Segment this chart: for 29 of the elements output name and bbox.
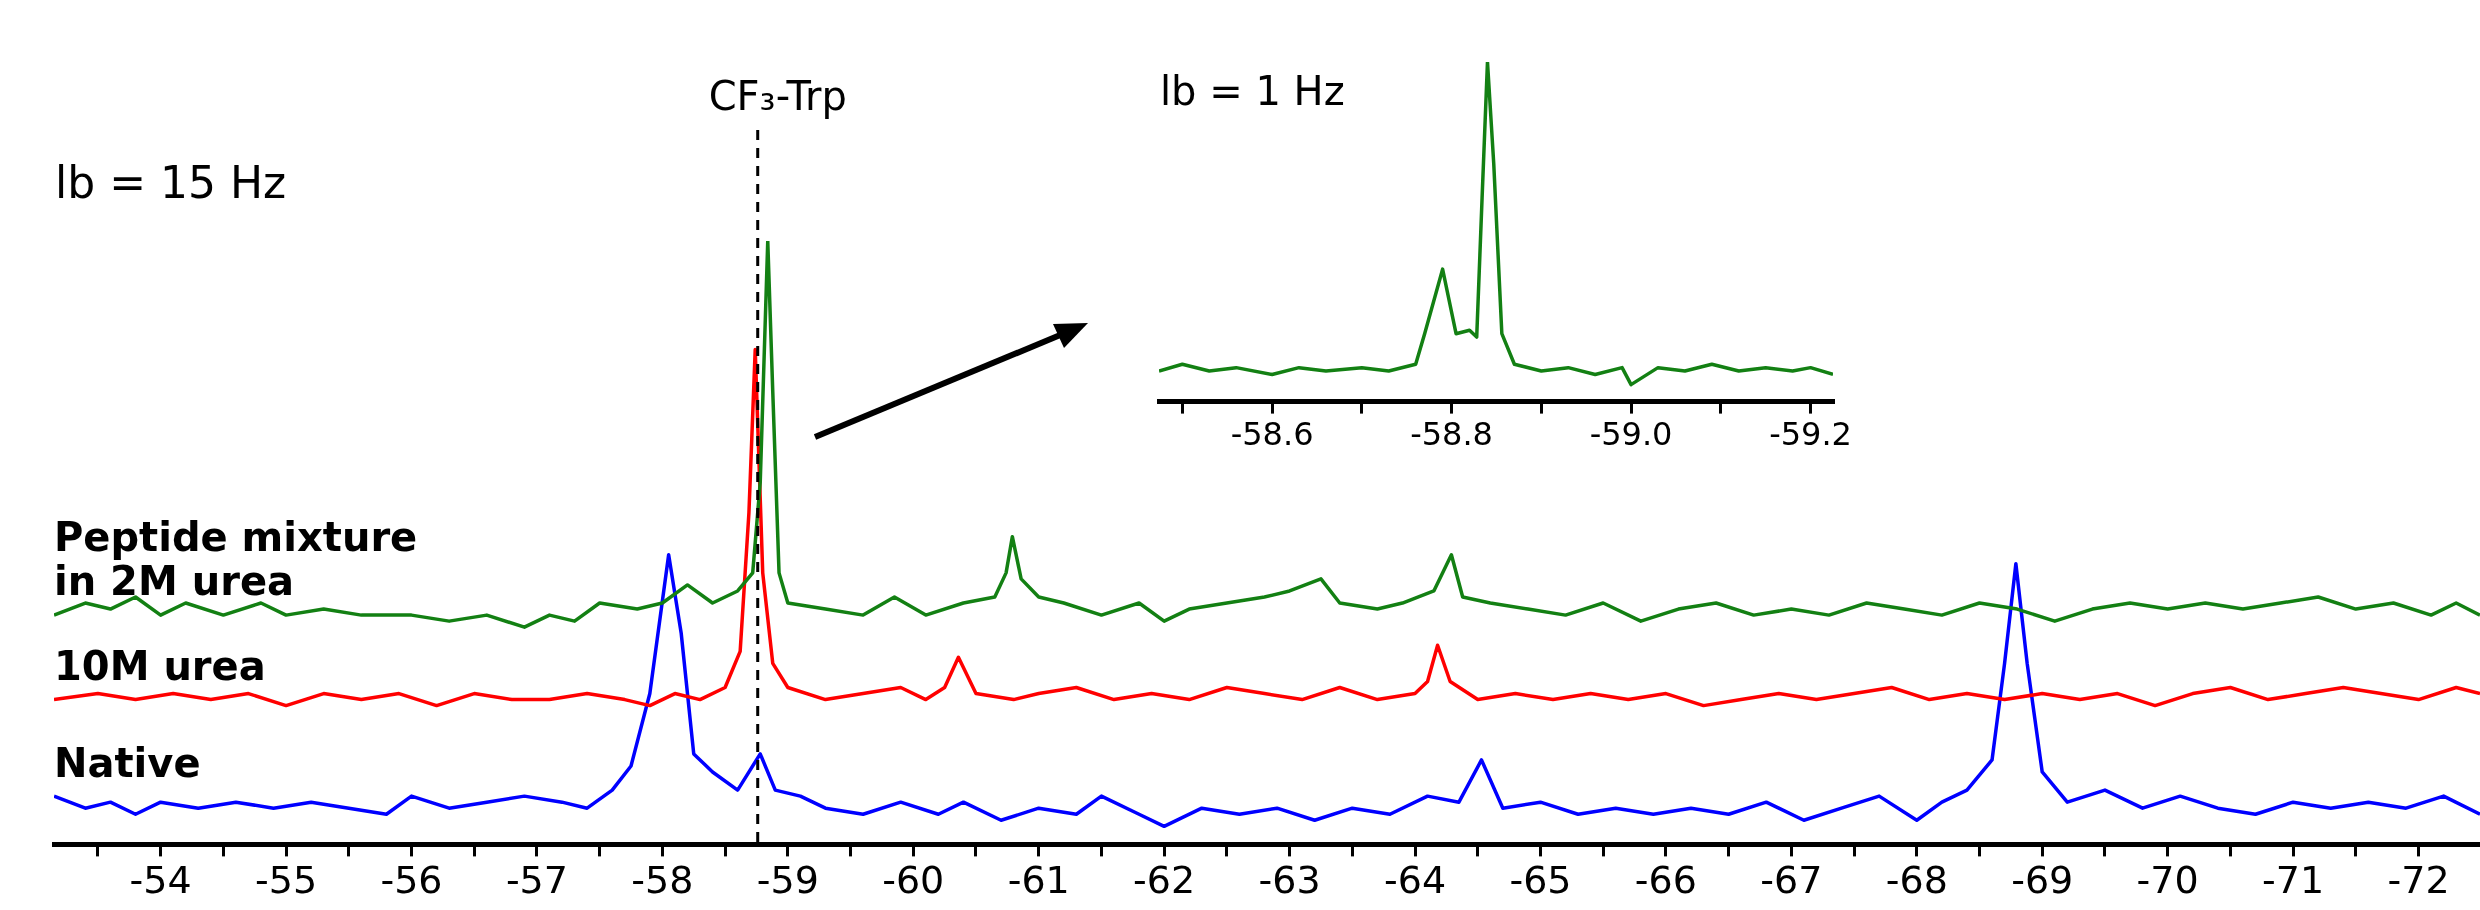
x-tick-label: -58.8 bbox=[1410, 415, 1493, 454]
x-tick-label: -59 bbox=[756, 858, 819, 903]
x-tick-label: -67 bbox=[1760, 858, 1823, 903]
text: lb = 15 Hz bbox=[55, 157, 287, 209]
x-tick-label: -64 bbox=[1383, 858, 1447, 903]
x-tick-label: -55 bbox=[255, 858, 318, 903]
x-tick-label: -72 bbox=[2387, 858, 2450, 903]
x-tick-label: -61 bbox=[1007, 858, 1070, 903]
x-tick-label: -69 bbox=[2011, 858, 2074, 903]
x-tick-label: -62 bbox=[1133, 858, 1196, 903]
series-label: Peptide mixture in 2M urea bbox=[54, 514, 418, 605]
x-tick-label: -59.2 bbox=[1769, 415, 1852, 454]
x-tick-label: -57 bbox=[505, 858, 568, 903]
ref-line-label: CF₃-Trp bbox=[708, 73, 847, 120]
annotation: lb = 1 Hz bbox=[1160, 68, 1345, 115]
x-tick-label: -58 bbox=[631, 858, 694, 903]
x-tick-label: -65 bbox=[1509, 858, 1572, 903]
x-tick-label: -71 bbox=[2262, 858, 2325, 903]
series-label: Native bbox=[54, 739, 201, 786]
x-tick-label: -70 bbox=[2136, 858, 2199, 903]
x-tick-label: -63 bbox=[1258, 858, 1321, 903]
x-tick-label: -68 bbox=[1885, 858, 1948, 903]
x-tick-label: -54 bbox=[129, 858, 192, 903]
x-tick-label: -58.6 bbox=[1230, 415, 1314, 454]
x-tick-label: -60 bbox=[882, 858, 945, 903]
x-tick-label: -59.0 bbox=[1589, 415, 1673, 454]
series-label: 10M urea bbox=[54, 642, 266, 689]
x-tick-label: -66 bbox=[1634, 858, 1697, 903]
x-tick-label: -56 bbox=[380, 858, 443, 903]
